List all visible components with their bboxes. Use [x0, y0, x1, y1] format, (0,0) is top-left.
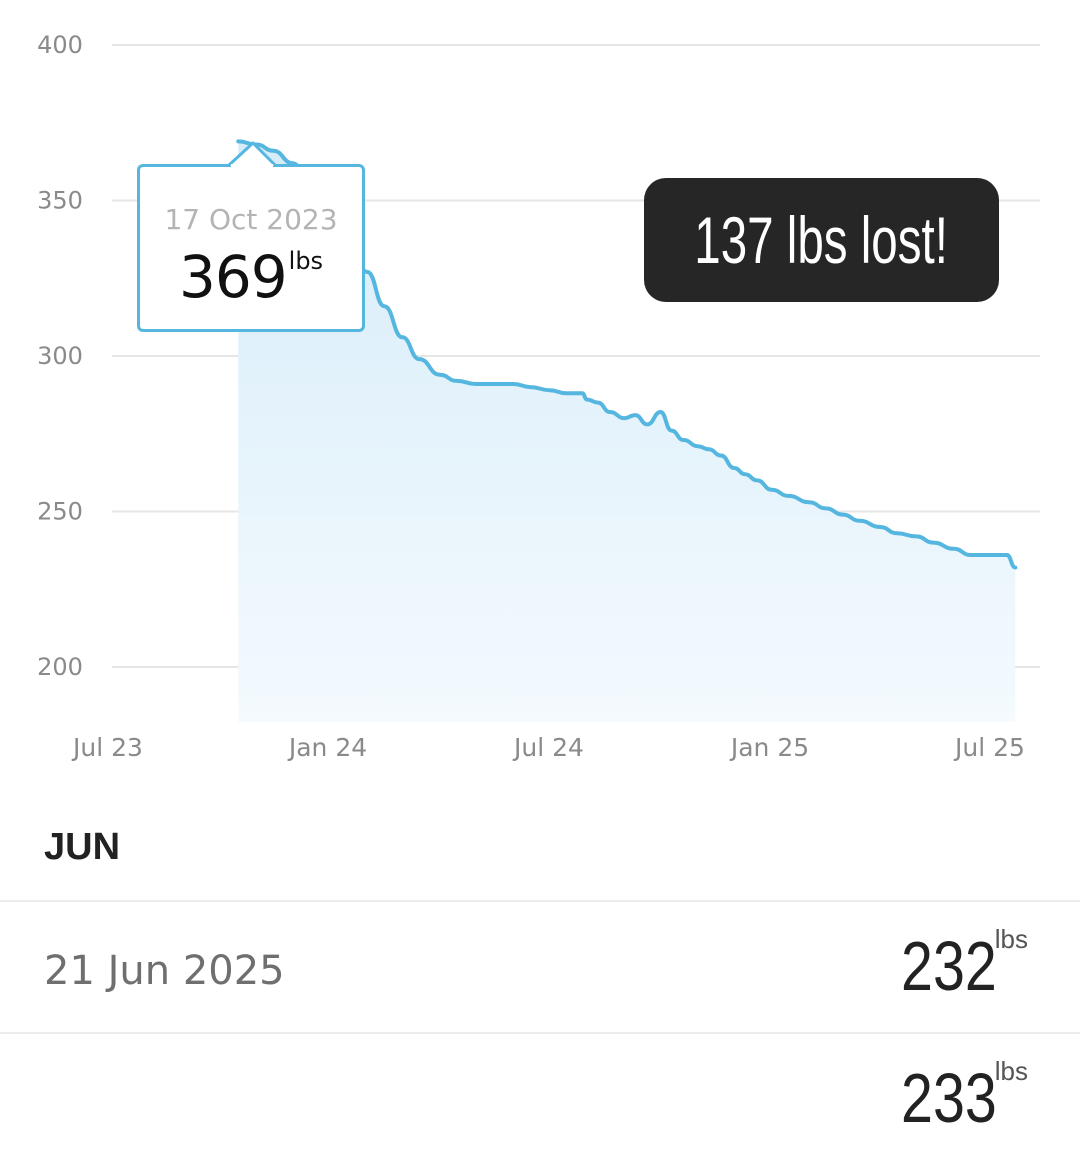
y-tick-label: 250	[37, 498, 83, 526]
entry-weight-unit: lbs	[994, 924, 1028, 954]
y-tick-label: 200	[37, 653, 83, 681]
tooltip-weight: 369	[178, 243, 288, 311]
divider	[0, 1032, 1080, 1034]
weight-entry-row[interactable]: 233lbs	[0, 1034, 1080, 1164]
weight-tooltip: 17 Oct 2023 369lbs	[137, 164, 365, 332]
x-tick-label: Jul 25	[953, 733, 1025, 762]
y-tick-label: 350	[37, 187, 83, 215]
divider	[0, 900, 1080, 902]
y-tick-label: 400	[37, 31, 83, 59]
tooltip-value: 369lbs	[140, 243, 362, 311]
x-tick-label: Jan 25	[729, 733, 809, 762]
badge-text: 137 lbs lost!	[694, 203, 949, 277]
tooltip-unit: lbs	[288, 247, 324, 275]
weight-lost-badge: 137 lbs lost!	[644, 178, 999, 302]
tooltip-date: 17 Oct 2023	[164, 203, 338, 236]
entry-date: 21 Jun 2025	[44, 948, 285, 994]
weight-entry-row[interactable]: 21 Jun 2025 232lbs	[0, 902, 1080, 1032]
x-tick-label: Jan 24	[287, 733, 367, 762]
weight-chart: 400 350 300 250 200 Jul 23 Jan 24 Jul 24 Jan 25…	[37, 31, 1040, 762]
x-tick-label: Jul 24	[512, 733, 584, 762]
entry-weight-unit: lbs	[994, 1056, 1028, 1086]
y-tick-label: 300	[37, 342, 83, 370]
entry-weight-number: 232	[900, 927, 997, 1005]
weight-line	[236, 139, 1018, 570]
entry-weight: 233lbs	[880, 1056, 1028, 1138]
weight-area	[238, 141, 1016, 722]
y-axis-ticks: 400 350 300 250 200	[37, 31, 83, 681]
entry-weight-number: 233	[900, 1059, 997, 1137]
x-axis-ticks: Jul 23 Jan 24 Jul 24 Jan 25 Jul 25	[71, 733, 1025, 762]
entry-weight: 232lbs	[880, 924, 1028, 1006]
x-tick-label: Jul 23	[71, 733, 143, 762]
month-header: JUN	[44, 826, 121, 868]
